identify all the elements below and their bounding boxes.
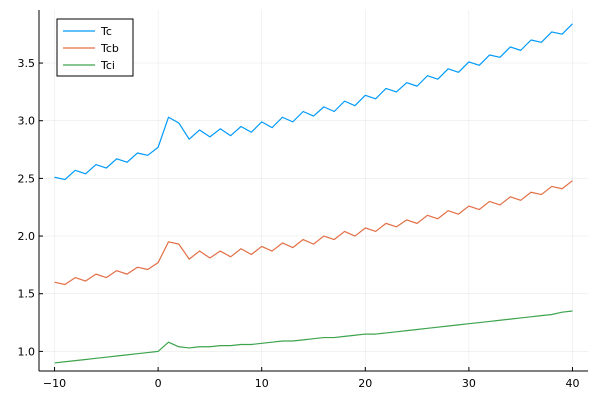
series-line-tcb: [54, 180, 573, 286]
y-tick-label: 3.5: [18, 57, 36, 70]
x-tick-label: 0: [155, 377, 162, 390]
x-tick-label: 30: [462, 377, 476, 390]
y-tick-label: 3.0: [18, 115, 36, 128]
y-tick-label: 1.5: [18, 288, 36, 301]
grid: [39, 10, 588, 371]
series-line-tci: [54, 310, 573, 364]
x-tick-label: −10: [43, 377, 66, 390]
legend-label-tcb: Tcb: [100, 42, 119, 55]
legend: Tc Tcb Tci: [56, 18, 134, 77]
y-tick-label: 2.5: [18, 172, 36, 185]
x-tick-label: 20: [358, 377, 372, 390]
tick-layer: −10 0 10 20 30 40 1.0 1.5 2.0 2.5 3.0 3.5: [18, 57, 580, 390]
series-line-tc: [54, 23, 573, 181]
x-tick-label: 10: [255, 377, 269, 390]
x-tick-label: 40: [565, 377, 579, 390]
y-tick-label: 2.0: [18, 230, 36, 243]
series-layer: [54, 23, 573, 364]
legend-label-tc: Tc: [100, 25, 112, 38]
legend-label-tci: Tci: [100, 59, 115, 72]
y-tick-label: 1.0: [18, 345, 36, 358]
